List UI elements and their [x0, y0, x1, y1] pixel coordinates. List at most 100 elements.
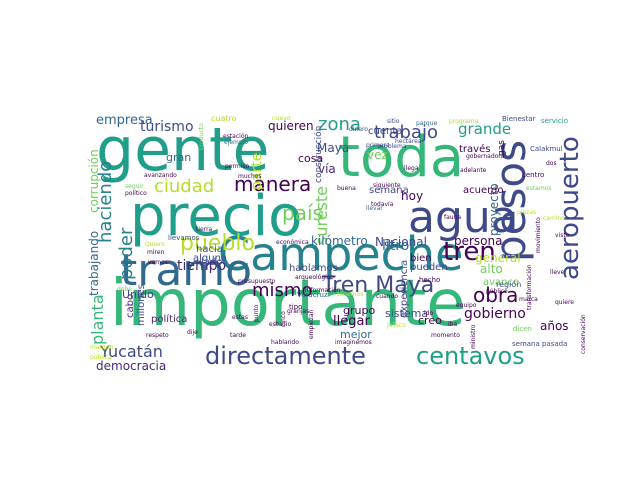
cloud-word: servicio	[541, 117, 568, 125]
cloud-word: siguiente	[373, 182, 401, 189]
cloud-word: cabo	[125, 294, 136, 318]
cloud-word: hectárea	[395, 138, 422, 145]
cloud-word: tramo	[120, 245, 252, 296]
cloud-word: visto	[555, 232, 570, 239]
cloud-word: parte	[249, 153, 265, 190]
cloud-word: permiso	[225, 163, 249, 170]
cloud-word: empiezan	[308, 309, 315, 339]
cloud-word: persona	[454, 234, 503, 248]
cloud-word: todavía	[371, 201, 394, 208]
cloud-word: vamos	[148, 259, 168, 266]
cloud-word: obra	[473, 283, 518, 307]
cloud-word: granjas	[287, 308, 309, 315]
cloud-word: político	[125, 190, 147, 197]
cloud-word: seguir	[125, 183, 144, 190]
cloud-word: hablando	[271, 339, 299, 346]
cloud-word: equipo	[456, 302, 477, 309]
cloud-word: presupuesto	[238, 278, 276, 285]
cloud-word: alguna	[193, 253, 227, 264]
cloud-word: pública	[90, 354, 112, 361]
cloud-word: llevar	[366, 205, 383, 212]
cloud-word: dicen	[513, 325, 532, 333]
cloud-word: aeropuerto	[555, 136, 585, 280]
cloud-word: Jalisco	[386, 322, 406, 329]
cloud-word: planta	[88, 294, 107, 345]
cloud-word: camino	[543, 215, 565, 222]
cloud-word: punto	[253, 304, 260, 322]
cloud-word: piezas	[517, 209, 536, 216]
cloud-word: Tren Maya	[321, 273, 434, 298]
cloud-word: semana pasada	[512, 340, 567, 348]
cloud-word: gobierno	[464, 306, 526, 322]
cloud-word: estamos	[526, 185, 552, 192]
cloud-word: dije	[187, 329, 198, 336]
cloud-word: transformación	[526, 264, 533, 310]
cloud-word: Nacional	[375, 235, 427, 249]
cloud-word: mejor	[340, 328, 372, 341]
cloud-word: problema	[378, 143, 407, 150]
cloud-word: debe	[117, 286, 132, 293]
cloud-word: pueblo	[180, 231, 255, 256]
cloud-word: fauna	[444, 214, 461, 221]
cloud-word: turismo	[140, 119, 194, 135]
cloud-word: estas	[232, 314, 248, 321]
cloud-word: región	[496, 279, 521, 289]
cloud-word: económica	[276, 239, 309, 246]
cloud-word: grande	[458, 120, 511, 138]
cloud-word: momento	[431, 332, 460, 339]
cloud-word: agua	[408, 192, 518, 243]
cloud-word: dos	[546, 160, 557, 167]
cloud-word: proyecto	[487, 183, 501, 236]
cloud-word: empresa	[96, 113, 153, 128]
cloud-word: toda	[338, 125, 464, 190]
cloud-word: centavos	[416, 342, 525, 370]
cloud-word: Yucatán	[99, 342, 163, 361]
cloud-word: cinco	[280, 311, 287, 327]
cloud-word: grupo	[343, 304, 375, 317]
cloud-word: directamente	[205, 342, 366, 370]
cloud-word: conservación	[580, 314, 587, 354]
cloud-word: cuatro	[211, 114, 237, 123]
cloud-word: cosa	[298, 152, 323, 165]
cloud-word: Veracruz	[297, 291, 328, 299]
cloud-word: tiempo	[177, 258, 226, 274]
cloud-word: avanzando	[144, 172, 177, 179]
cloud-word: llegar	[333, 314, 370, 329]
cloud-word: adelante	[460, 167, 487, 174]
cloud-word: imaginemos	[335, 339, 372, 346]
cloud-word: Calakmul	[530, 145, 563, 153]
cloud-word: ejemplo	[224, 139, 248, 146]
cloud-word: hecho	[419, 276, 440, 284]
cloud-word: estación	[223, 133, 248, 140]
cloud-word: llevamos	[168, 234, 200, 242]
cloud-word: iba	[448, 321, 457, 328]
cloud-word: gas	[497, 140, 507, 156]
cloud-word: lleve	[550, 269, 565, 276]
cloud-word: ministro	[470, 324, 477, 349]
cloud-word: dinero	[349, 126, 368, 133]
cloud-word: corrupción	[87, 149, 101, 213]
cloud-word: ido	[424, 310, 433, 317]
cloud-word: marca	[519, 296, 538, 303]
cloud-word: vía	[318, 162, 336, 176]
cloud-word: respeto	[146, 332, 169, 339]
cloud-word: producto	[198, 123, 205, 150]
cloud-word: gran	[166, 151, 191, 164]
cloud-word: pueden	[410, 262, 448, 273]
cloud-word: democracia	[96, 359, 166, 373]
cloud-word: sureste	[312, 186, 331, 245]
cloud-word: acuerdo	[463, 185, 504, 196]
cloud-word: quieren	[268, 119, 314, 133]
cloud-word: trabajo	[374, 122, 438, 143]
cloud-word: Maya	[317, 141, 349, 155]
cloud-word: cuando	[376, 293, 398, 300]
cloud-word: arqueológico	[295, 274, 334, 281]
cloud-word: quiere	[555, 299, 574, 306]
cloud-word: trabajando	[87, 231, 101, 296]
cloud-word: público	[486, 288, 508, 295]
cloud-word: gobernadora	[466, 153, 505, 160]
cloud-word: tipo	[289, 303, 302, 311]
cloud-word: creo	[418, 314, 442, 327]
